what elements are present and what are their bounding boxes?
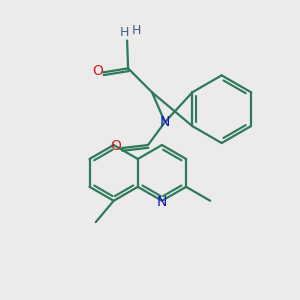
Text: N: N	[160, 115, 170, 129]
Text: N: N	[157, 195, 167, 209]
Text: O: O	[111, 139, 122, 153]
Text: H: H	[119, 26, 129, 39]
Text: O: O	[92, 64, 103, 78]
Text: H: H	[131, 24, 141, 37]
